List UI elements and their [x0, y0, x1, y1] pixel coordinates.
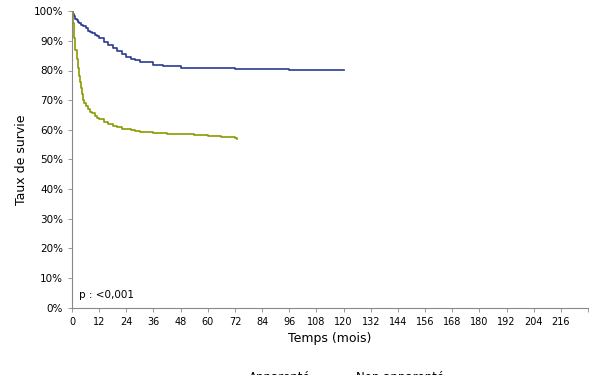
Apparenté	[80, 24, 87, 28]
Text: p : <0,001: p : <0,001	[79, 290, 134, 300]
Apparenté	[73, 18, 80, 22]
Non apparenté	[109, 124, 116, 129]
Non apparenté	[113, 125, 121, 130]
Non apparenté	[71, 36, 78, 40]
Apparenté	[75, 21, 82, 26]
Non apparenté	[127, 128, 134, 133]
Apparenté	[70, 12, 77, 16]
Apparenté	[232, 66, 239, 71]
Apparenté	[286, 68, 293, 72]
Non apparenté	[123, 127, 130, 132]
Apparenté	[136, 59, 143, 64]
Non apparenté	[70, 21, 77, 26]
Apparenté	[104, 43, 112, 48]
Apparenté	[150, 62, 157, 67]
Non apparenté	[95, 117, 103, 122]
Non apparenté	[84, 107, 91, 111]
Non apparenté	[76, 80, 83, 85]
Non apparenté	[136, 130, 143, 134]
Non apparenté	[86, 110, 94, 114]
Non apparenté	[177, 132, 184, 137]
Apparenté	[74, 20, 81, 24]
Non apparenté	[100, 120, 107, 124]
Non apparenté	[118, 126, 125, 131]
Apparenté	[89, 31, 96, 36]
Apparenté	[84, 28, 91, 33]
Apparenté	[340, 68, 347, 72]
Apparenté	[118, 52, 125, 57]
Non apparenté	[79, 92, 86, 96]
Apparenté	[204, 66, 211, 70]
Apparenté	[68, 9, 76, 14]
Non apparenté	[74, 65, 81, 70]
Non apparenté	[232, 136, 239, 140]
Non apparenté	[104, 122, 112, 127]
Non apparenté	[73, 56, 80, 61]
Apparenté	[109, 46, 116, 51]
Non apparenté	[89, 111, 96, 116]
Non apparenté	[81, 101, 88, 105]
Apparenté	[159, 64, 166, 68]
Non apparenté	[163, 131, 170, 136]
Non apparenté	[218, 135, 225, 140]
Non apparenté	[77, 86, 85, 90]
Apparenté	[100, 40, 107, 45]
Non apparenté	[233, 136, 241, 141]
Non apparenté	[80, 98, 87, 102]
Apparenté	[86, 30, 94, 34]
Apparenté	[93, 34, 100, 39]
Apparenté	[72, 16, 79, 21]
Non apparenté	[72, 48, 79, 52]
Apparenté	[127, 56, 134, 61]
Non apparenté	[150, 130, 157, 135]
Line: Apparenté: Apparenté	[72, 11, 344, 70]
Non apparenté	[82, 104, 89, 108]
Non apparenté	[191, 133, 198, 138]
X-axis label: Temps (mois): Temps (mois)	[289, 332, 371, 345]
Apparenté	[177, 65, 184, 70]
Non apparenté	[132, 129, 139, 133]
Apparenté	[95, 36, 103, 40]
Apparenté	[82, 25, 89, 30]
Apparenté	[259, 67, 266, 72]
Non apparenté	[93, 116, 100, 120]
Apparenté	[71, 13, 78, 18]
Apparenté	[132, 58, 139, 62]
Non apparenté	[91, 113, 98, 118]
Apparenté	[123, 55, 130, 59]
Apparenté	[77, 22, 85, 27]
Line: Non apparenté: Non apparenté	[72, 11, 237, 139]
Apparenté	[113, 49, 121, 54]
Non apparenté	[75, 74, 82, 79]
Legend: Apparenté, Non apparenté: Apparenté, Non apparenté	[211, 367, 449, 375]
Apparenté	[91, 33, 98, 37]
Y-axis label: Taux de survie: Taux de survie	[15, 114, 28, 205]
Non apparenté	[204, 134, 211, 138]
Apparenté	[313, 68, 320, 72]
Non apparenté	[68, 9, 76, 14]
